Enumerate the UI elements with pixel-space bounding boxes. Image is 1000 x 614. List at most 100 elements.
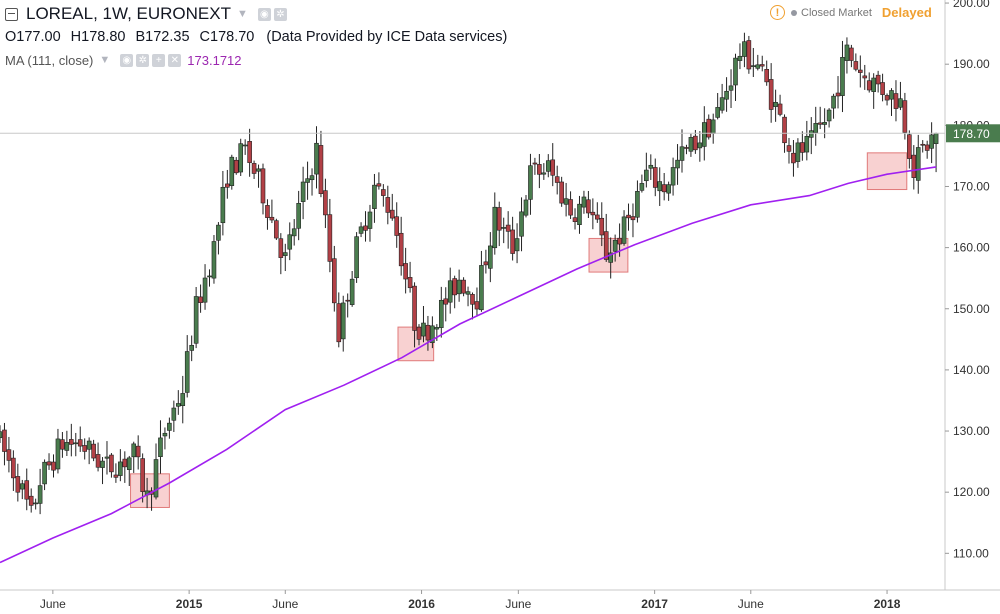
candle-body [238, 143, 244, 173]
close-icon[interactable]: ✕ [168, 53, 182, 67]
candle-body [354, 236, 359, 279]
candle-body [104, 456, 110, 459]
candle-body [100, 460, 105, 468]
chevron-down-icon[interactable]: ▼ [237, 8, 248, 20]
menu-icon[interactable] [5, 7, 18, 21]
candle-body [260, 168, 266, 204]
candle-body [216, 224, 221, 241]
y-tick-label: 120.00 [953, 485, 990, 499]
candle-body [483, 261, 489, 266]
candle-body [394, 216, 400, 236]
gear-icon[interactable]: ✲ [273, 7, 287, 21]
candle-body [327, 214, 333, 262]
candle-body [595, 214, 600, 220]
candle-body [287, 234, 293, 250]
ma-indicator-label[interactable]: MA (111, close) [5, 52, 94, 68]
candle-body [804, 136, 810, 153]
alert-icon[interactable]: ! [770, 5, 785, 20]
candle-body [456, 279, 462, 295]
candle-body [880, 82, 885, 95]
candle-body [282, 252, 288, 256]
candle-body [73, 442, 79, 445]
candle-body [902, 100, 908, 133]
candle-body [443, 298, 449, 305]
candle-body [800, 142, 805, 153]
candle-body [438, 299, 444, 328]
candle-body [461, 279, 466, 294]
candle-body [661, 184, 667, 193]
candle-body [37, 485, 43, 504]
y-tick-label: 130.00 [953, 424, 990, 438]
candle-body [541, 172, 547, 175]
candle-body [305, 178, 310, 183]
candle-body [670, 167, 676, 186]
candle-body [300, 181, 306, 202]
candle-body [189, 344, 194, 351]
candle-body [496, 207, 502, 231]
candle-body [416, 326, 422, 340]
candle-body [898, 98, 903, 108]
candle-body [33, 502, 38, 505]
candle-body [617, 237, 622, 245]
candle-body [207, 275, 212, 278]
candle-body [710, 119, 716, 134]
ma-indicator-value: 173.1712 [187, 52, 242, 68]
candle-body [430, 325, 435, 343]
candle-body [501, 227, 507, 229]
candle-body [773, 102, 778, 107]
y-tick-label: 110.00 [953, 546, 989, 560]
candle-body [612, 239, 618, 252]
chevron-down-icon[interactable]: ▼ [99, 54, 111, 66]
candle-body [648, 164, 654, 169]
candle-body [363, 225, 368, 231]
candle-body [113, 474, 119, 478]
last-price-tag [946, 124, 1000, 143]
candle-body [849, 47, 854, 61]
candle-body [452, 278, 457, 296]
candle-body [376, 183, 382, 187]
candle-body [24, 480, 30, 500]
candle-body [813, 123, 819, 133]
candle-body [55, 438, 61, 470]
candle-body [577, 203, 582, 225]
candle-body [862, 75, 868, 79]
candle-body [737, 55, 743, 61]
candle-body [563, 198, 569, 205]
candle-body [786, 145, 792, 152]
candle-body [11, 457, 16, 479]
eye-icon[interactable]: ◉ [120, 53, 134, 67]
candle-body [403, 263, 408, 280]
y-tick-label: 150.00 [953, 302, 990, 316]
candle-body [826, 109, 832, 122]
candle-body [434, 327, 440, 330]
candle-body [519, 211, 524, 237]
symbol-title[interactable]: LOREAL, 1W, EURONEXT [26, 4, 231, 23]
candle-body [666, 184, 671, 194]
candle-body [309, 175, 315, 181]
candle-body [652, 167, 658, 188]
candle-body [728, 85, 734, 91]
candle-body [126, 457, 132, 470]
candle-body [122, 458, 128, 468]
gear-icon[interactable]: ✲ [136, 53, 150, 67]
candle-body [479, 265, 484, 311]
closed-market-label: Closed Market [801, 6, 872, 19]
candle-body [523, 199, 529, 216]
candle-body [893, 93, 899, 109]
y-tick-label: 200.00 [953, 0, 990, 10]
x-tick-label: 2018 [874, 597, 901, 611]
candlesticks[interactable] [0, 32, 939, 515]
candle-body [492, 206, 498, 249]
candle-body [465, 291, 471, 295]
eye-icon[interactable]: ◉ [257, 7, 271, 21]
candle-body [675, 159, 680, 169]
candle-body [233, 159, 239, 174]
candle-body [572, 217, 578, 222]
candle-body [550, 159, 556, 176]
candle-body [853, 61, 859, 70]
plus-icon[interactable]: + [152, 53, 166, 67]
candle-body [340, 302, 346, 340]
candle-body [697, 142, 703, 149]
status-dot [791, 9, 797, 16]
